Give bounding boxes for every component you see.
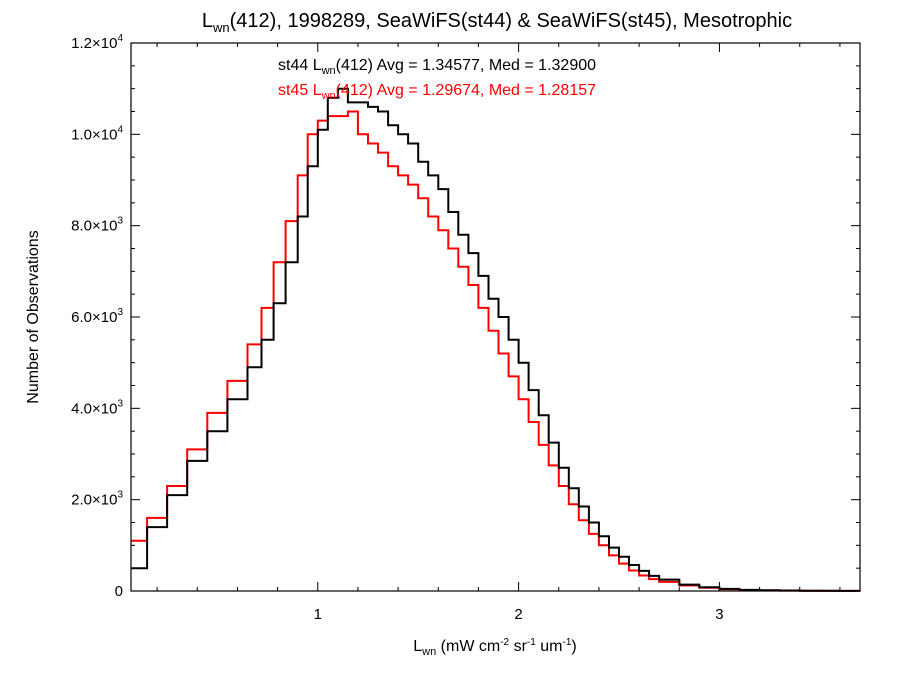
- series-st45-line: [131, 110, 861, 592]
- y-tick-label: 2.0×103: [71, 490, 123, 509]
- x-axis-label: Lwn (mW cm-2 sr-1 um-1): [413, 637, 576, 658]
- x-axis: 1 2 3: [156, 43, 841, 623]
- x-tick-label: 3: [715, 606, 723, 623]
- y-tick-label: 4.0×103: [71, 398, 123, 417]
- y-tick-label: 6.0×103: [71, 307, 123, 326]
- y-axis-label: Number of Observations: [25, 230, 42, 403]
- x-tick-label: 1: [314, 606, 322, 623]
- y-tick-label: 1.0×104: [71, 124, 123, 143]
- x-tick-label: 2: [514, 606, 522, 623]
- series-layer: [131, 87, 861, 592]
- y-axis: 0 2.0×103 4.0×103 6.0×103 8.0×103 1.0×104 1.2×…: [71, 33, 860, 600]
- y-tick-label: 0: [115, 583, 123, 600]
- st44-stats-label: st44 Lwn(412) Avg = 1.34577, Med = 1.329…: [278, 57, 596, 77]
- y-tick-label: 8.0×103: [71, 216, 123, 235]
- chart-title: Lwn(412), 1998289, SeaWiFS(st44) & SeaWi…: [202, 10, 792, 35]
- y-tick-label: 1.2×104: [71, 33, 123, 52]
- series-st44-line: [131, 87, 860, 592]
- st45-stats-label: st45 Lwn(412) Avg = 1.29674, Med = 1.281…: [278, 82, 596, 102]
